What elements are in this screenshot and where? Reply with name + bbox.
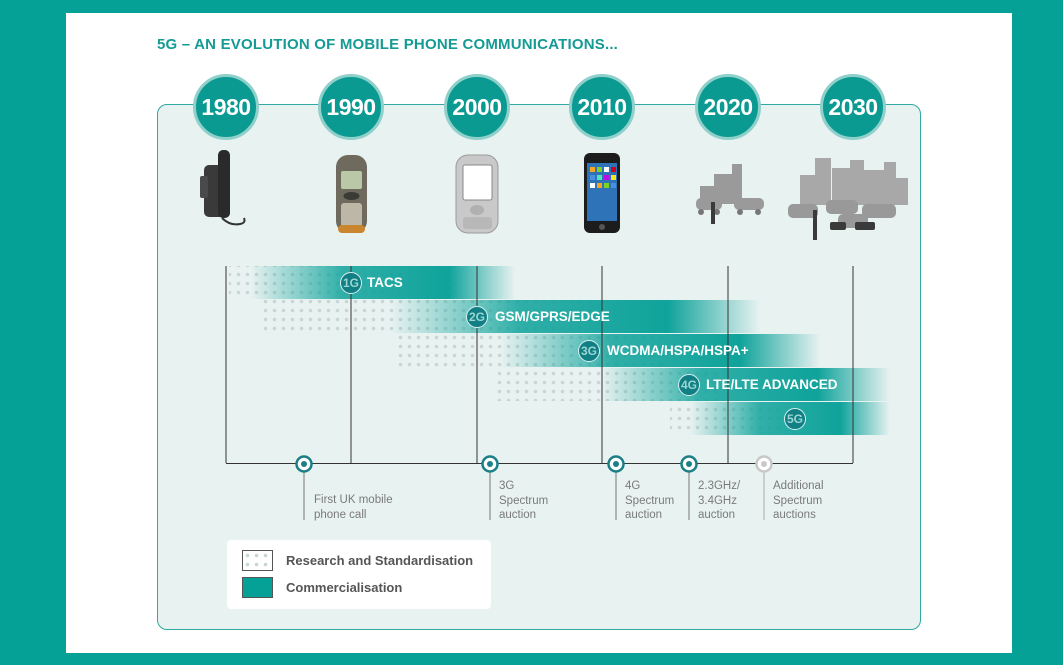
milestone-label-3g-auction: 3G Spectrum auction xyxy=(499,479,548,523)
year-circle-1980: 1980 xyxy=(193,74,259,140)
milestone-marker-5 xyxy=(755,455,773,473)
commercial-band-2g xyxy=(390,300,760,333)
year-gridlines xyxy=(225,266,854,463)
badge-4g: 4G xyxy=(678,374,700,396)
legend-research-swatch xyxy=(242,550,273,571)
milestone-marker-4 xyxy=(680,455,698,473)
year-circle-2010: 2010 xyxy=(569,74,635,140)
milestone-5-line-1: Additional xyxy=(773,480,824,492)
milestone-label-4g-auction: 4G Spectrum auction xyxy=(625,479,674,523)
milestone-3-line-2: Spectrum xyxy=(625,494,675,507)
year-label-1990: 1990 xyxy=(326,93,376,120)
band-label-1g: TACS xyxy=(367,275,403,290)
iphone-icon xyxy=(584,153,620,233)
milestone-4-line-1: 2.3GHz/ xyxy=(698,480,741,492)
year-label-2000: 2000 xyxy=(452,93,502,120)
legend-commercial-label: Commercialisation xyxy=(286,580,403,595)
milestone-5-line-3: auctions xyxy=(773,509,816,521)
commercial-band-4g xyxy=(600,368,890,401)
year-label-2020: 2020 xyxy=(703,93,753,120)
milestone-marker-3 xyxy=(607,455,625,473)
milestone-label-first-call: First UK mobile phone call xyxy=(314,493,393,522)
car-phone-icon xyxy=(200,150,246,226)
commercial-bands xyxy=(250,266,890,435)
milestone-5-line-2: Spectrum xyxy=(773,494,823,507)
band-label-4g: LTE/LTE ADVANCED xyxy=(706,377,838,392)
badge-1g: 1G xyxy=(340,272,362,294)
legend-research-label: Research and Standardisation xyxy=(286,553,474,568)
nokia-phone-icon xyxy=(336,155,367,233)
commercial-band-1g xyxy=(250,266,515,299)
year-label-2010: 2010 xyxy=(577,93,627,120)
band-label-3g: WCDMA/HSPA/HSPA+ xyxy=(607,343,749,358)
year-circle-2000: 2000 xyxy=(444,74,510,140)
large-city-icon xyxy=(788,158,908,240)
page-title: 5G – AN EVOLUTION OF MOBILE PHONE COMMUN… xyxy=(157,36,619,53)
milestone-4-line-2: 3.4GHz xyxy=(698,494,737,507)
legend: Research and Standardisation Commerciali… xyxy=(227,540,491,609)
year-circle-2030: 2030 xyxy=(820,74,886,140)
year-label-1980: 1980 xyxy=(201,93,251,120)
small-city-icon xyxy=(696,164,764,224)
milestone-marker-2 xyxy=(481,455,499,473)
badge-3g: 3G xyxy=(578,340,600,362)
year-label-2030: 2030 xyxy=(828,93,878,120)
milestone-1-line-1: First UK mobile xyxy=(314,494,393,506)
legend-commercial-swatch xyxy=(242,577,273,598)
milestone-1-line-2: phone call xyxy=(314,508,367,521)
milestone-2-line-2: Spectrum xyxy=(499,494,549,507)
smartphone-2000-icon xyxy=(455,154,499,234)
badge-2g: 2G xyxy=(466,306,488,328)
milestone-marker-1 xyxy=(295,455,313,473)
badge-5g: 5G xyxy=(784,408,806,430)
year-circle-1990: 1990 xyxy=(318,74,384,140)
milestone-4-line-3: auction xyxy=(698,509,736,521)
milestone-markers xyxy=(295,455,773,520)
milestone-2-line-1: 3G xyxy=(499,480,515,492)
milestone-label-additional: Additional Spectrum auctions xyxy=(773,479,824,523)
milestone-label-ghz-auction: 2.3GHz/ 3.4GHz auction xyxy=(698,479,740,523)
milestone-3-line-1: 4G xyxy=(625,480,641,492)
milestone-3-line-3: auction xyxy=(625,509,663,521)
milestone-2-line-3: auction xyxy=(499,509,537,521)
year-circle-2020: 2020 xyxy=(695,74,761,140)
commercial-band-3g xyxy=(500,334,820,367)
band-label-2g: GSM/GPRS/EDGE xyxy=(495,309,610,324)
